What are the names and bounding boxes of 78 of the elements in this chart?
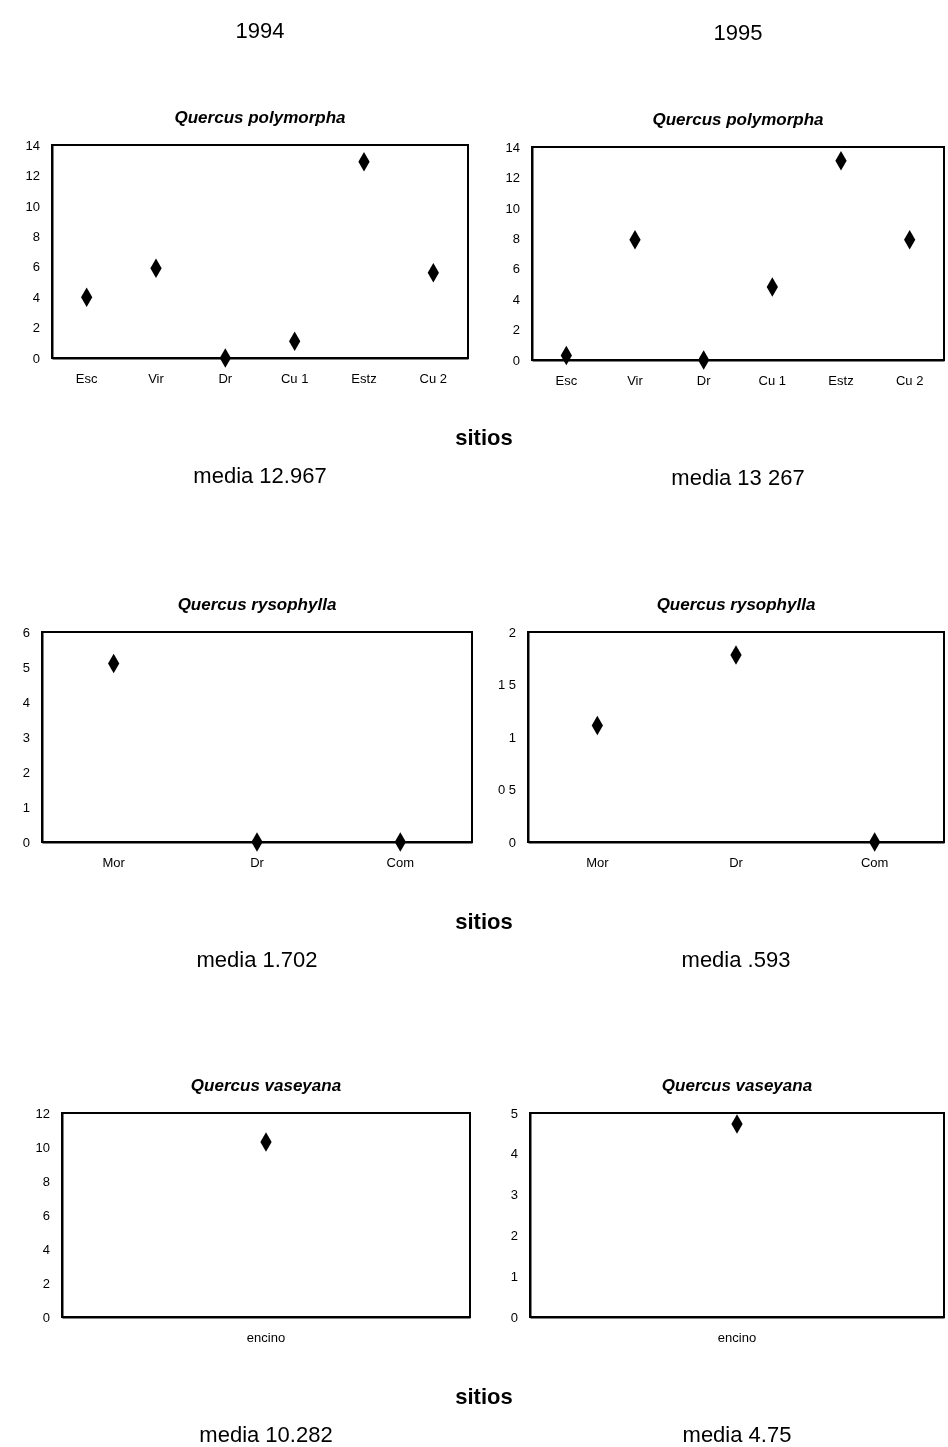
x-tick-label: Com: [386, 855, 415, 871]
y-tick-label: 2: [512, 322, 520, 338]
y-tick-label: 2: [42, 1275, 50, 1291]
x-tick-label: Cu 2: [419, 371, 448, 387]
y-tick-label: 2: [510, 1228, 518, 1244]
y-tick-label: 0: [32, 350, 40, 366]
y-tick-label: 14: [505, 139, 520, 155]
x-tick-label: Estz: [828, 373, 854, 389]
y-tick-label: 4: [32, 289, 40, 305]
y-tick-label: 12: [25, 168, 40, 184]
y-tick-label: 2: [508, 624, 516, 640]
y-tick-label: 6: [32, 259, 40, 275]
y-tick-label: 0: [512, 352, 520, 368]
chart-title: Quercus vaseyana: [661, 1076, 813, 1095]
y-tick-label: 2: [32, 320, 40, 336]
y-tick-label: 6: [42, 1207, 50, 1223]
y-tick-label: 3: [22, 729, 30, 745]
chart-title: Quercus polymorpha: [174, 108, 346, 127]
y-tick-label: 0: [508, 834, 516, 850]
y-tick-label: 4: [42, 1241, 50, 1257]
chart-title: Quercus polymorpha: [652, 110, 824, 129]
x-tick-label: Esc: [555, 373, 578, 389]
x-axis-title: sitios: [455, 425, 513, 450]
x-tick-label: encino: [246, 1330, 286, 1346]
x-tick-label: Vir: [627, 373, 644, 389]
y-tick-label: 12: [35, 1105, 50, 1121]
text: 1994: [235, 18, 285, 43]
text: media 12.967: [193, 463, 327, 488]
y-tick-label: 0: [510, 1309, 518, 1325]
text: media 4.75: [682, 1422, 792, 1447]
y-tick-label: 12: [505, 170, 520, 186]
chart-title: Quercus rysophylla: [656, 595, 816, 614]
x-tick-label: Mor: [102, 855, 126, 871]
y-tick-label: 6: [22, 624, 30, 640]
chart-title: Quercus vaseyana: [190, 1076, 342, 1095]
x-tick-label: Mor: [586, 855, 610, 871]
x-tick-label: encino: [717, 1330, 757, 1346]
y-tick-label: 5: [22, 659, 30, 675]
y-tick-label: 4: [512, 291, 520, 307]
x-tick-label: Dr: [250, 855, 265, 871]
x-tick-label: Vir: [148, 371, 165, 387]
y-tick-label: 10: [505, 200, 520, 216]
y-tick-label: 5: [510, 1105, 518, 1121]
y-tick-label: 0 5: [497, 782, 516, 798]
y-tick-label: 0: [42, 1309, 50, 1325]
x-tick-label: Cu 1: [280, 371, 309, 387]
y-tick-label: 10: [25, 198, 40, 214]
y-tick-label: 1 5: [497, 677, 516, 693]
text: media 13 267: [671, 465, 805, 490]
text: media 10.282: [199, 1422, 333, 1447]
x-tick-label: Esc: [75, 371, 98, 387]
y-tick-label: 4: [510, 1146, 518, 1162]
x-tick-label: Cu 2: [895, 373, 924, 389]
x-tick-label: Estz: [351, 371, 377, 387]
x-tick-label: Dr: [696, 373, 712, 389]
y-tick-label: 3: [510, 1187, 518, 1203]
y-tick-label: 4: [22, 694, 30, 710]
y-tick-label: 8: [42, 1173, 50, 1189]
text: 1995: [713, 20, 763, 45]
y-tick-label: 1: [22, 799, 30, 815]
x-tick-label: Com: [860, 855, 889, 871]
x-axis-title: sitios: [455, 909, 513, 934]
y-tick-label: 1: [508, 729, 516, 745]
x-axis-title: sitios: [455, 1384, 513, 1409]
x-tick-label: Cu 1: [758, 373, 787, 389]
chart-title: Quercus rysophylla: [177, 595, 337, 614]
y-tick-label: 1: [510, 1268, 518, 1284]
y-tick-label: 8: [32, 228, 40, 244]
y-tick-label: 0: [22, 834, 30, 850]
y-tick-label: 2: [22, 764, 30, 780]
x-tick-label: Dr: [218, 371, 233, 387]
y-tick-label: 6: [512, 261, 520, 277]
text: media 1.702: [196, 947, 318, 972]
text: media .593: [681, 947, 791, 972]
y-tick-label: 8: [512, 230, 520, 246]
y-tick-label: 10: [35, 1139, 50, 1155]
y-tick-label: 14: [25, 137, 40, 153]
x-tick-label: Dr: [729, 855, 744, 871]
